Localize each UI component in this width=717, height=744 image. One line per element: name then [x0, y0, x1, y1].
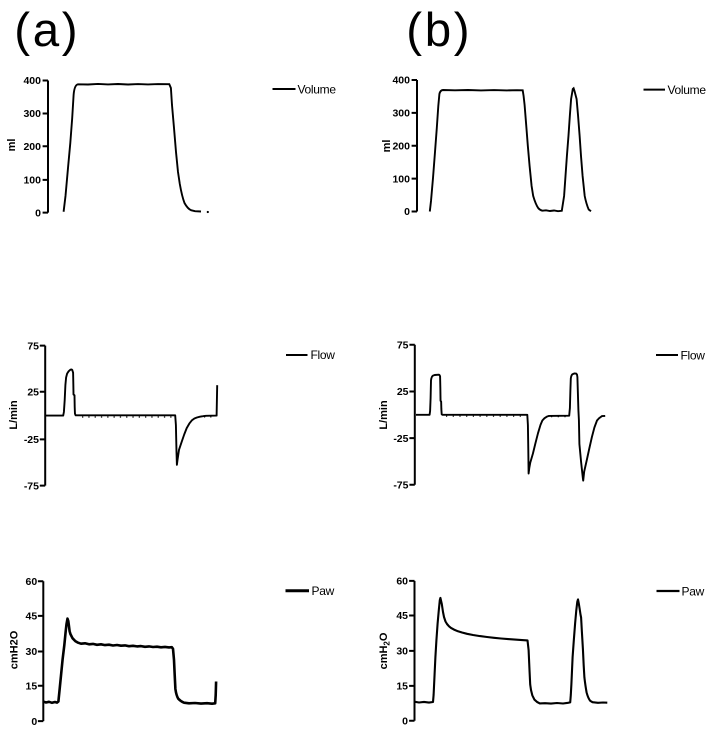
svg-text:Paw: Paw — [312, 584, 335, 598]
svg-text:400: 400 — [23, 75, 41, 87]
svg-text:L/min: L/min — [378, 400, 390, 430]
svg-text:-75: -75 — [24, 480, 39, 492]
svg-text:400: 400 — [392, 75, 410, 87]
svg-text:300: 300 — [392, 108, 410, 120]
svg-text:75: 75 — [397, 340, 409, 352]
svg-text:45: 45 — [26, 611, 38, 623]
svg-text:L/min: L/min — [8, 400, 20, 430]
svg-text:Paw: Paw — [682, 584, 705, 598]
svg-text:Volume: Volume — [298, 82, 337, 96]
svg-text:(a): (a) — [14, 4, 80, 57]
svg-text:200: 200 — [23, 141, 41, 153]
svg-text:-25: -25 — [24, 434, 39, 446]
svg-text:-75: -75 — [393, 480, 408, 492]
svg-text:ml: ml — [381, 140, 393, 153]
svg-text:75: 75 — [27, 340, 39, 352]
svg-text:15: 15 — [396, 681, 408, 693]
svg-text:0: 0 — [404, 206, 410, 218]
svg-text:Volume: Volume — [668, 83, 707, 97]
svg-text:0: 0 — [402, 716, 408, 728]
svg-text:0: 0 — [31, 716, 37, 728]
svg-text:100: 100 — [392, 173, 410, 185]
svg-text:300: 300 — [23, 108, 41, 120]
svg-text:30: 30 — [26, 646, 38, 658]
svg-text:25: 25 — [397, 386, 409, 398]
svg-text:60: 60 — [396, 576, 408, 588]
svg-text:100: 100 — [23, 175, 41, 187]
svg-text:60: 60 — [26, 576, 38, 588]
svg-text:cmH2O: cmH2O — [9, 630, 21, 669]
svg-text:30: 30 — [396, 646, 408, 658]
svg-text:25: 25 — [27, 387, 39, 399]
svg-text:ml: ml — [6, 139, 18, 152]
svg-text:200: 200 — [392, 141, 410, 153]
svg-text:(b): (b) — [406, 4, 472, 57]
svg-text:Flow: Flow — [311, 348, 336, 362]
svg-text:45: 45 — [396, 610, 408, 622]
svg-text:Flow: Flow — [681, 348, 706, 362]
svg-text:15: 15 — [26, 680, 38, 692]
svg-text:-25: -25 — [393, 433, 408, 445]
svg-text:cmH2O: cmH2O — [378, 632, 392, 669]
svg-text:0: 0 — [35, 207, 41, 219]
